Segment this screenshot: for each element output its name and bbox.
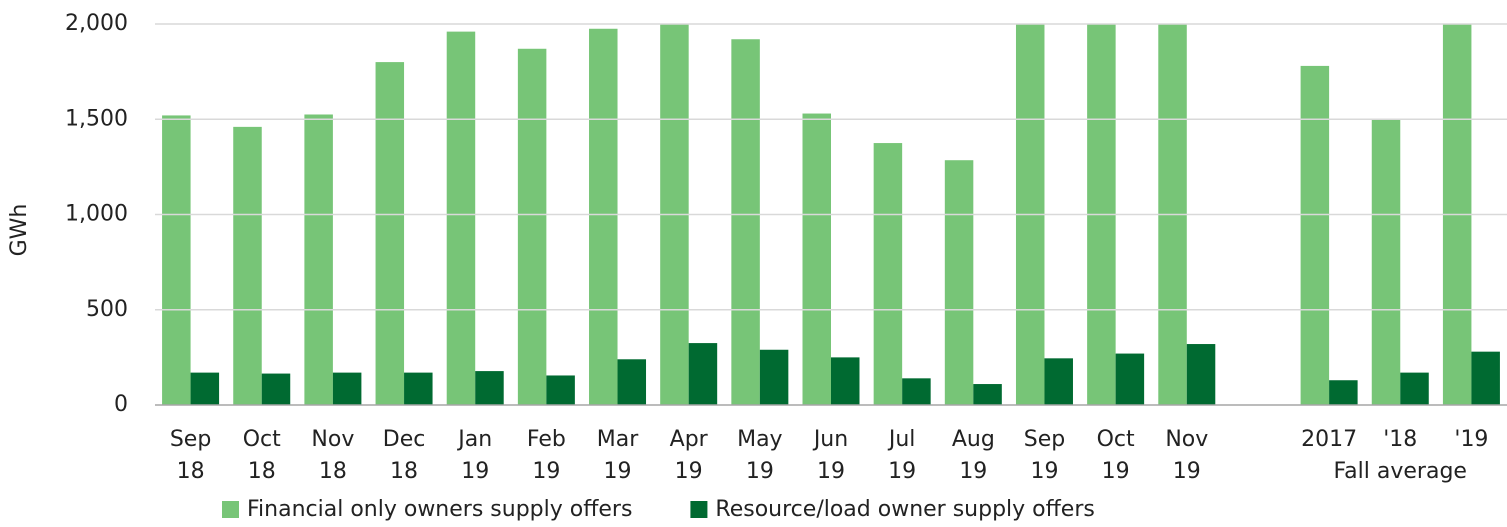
legend-swatch [222,501,239,518]
x-tick-label: Oct [243,427,281,452]
x-tick-label: Jan [456,427,492,452]
x-tick-label: 19 [604,459,632,484]
bar [446,31,476,406]
legend-swatch [690,501,708,518]
x-tick-label: Jun [812,427,848,452]
y-axis-label: GWh [7,204,32,257]
y-tick-label: 2,000 [65,11,128,36]
x-tick-label: 19 [817,459,845,484]
bar [1329,380,1358,405]
bar [831,357,860,405]
x-tick-label: 19 [888,459,916,484]
x-tick-label: 19 [959,459,987,484]
bar [1400,372,1429,405]
x-tick-label: 19 [461,459,489,484]
bar [1186,344,1216,405]
bar [731,39,760,406]
x-tick-label: 19 [1102,459,1130,484]
x-tick-label: 2017 [1301,427,1357,452]
x-tick-label: Feb [527,427,566,452]
bar [589,28,618,405]
bar [1471,351,1500,405]
x-tick-label: May [737,427,782,452]
y-tick-label: 1,500 [65,106,128,131]
bar [404,372,433,405]
x-tick-label: 18 [248,459,276,484]
x-tick-label: Sep [170,427,211,452]
x-tick-label: Apr [670,427,709,452]
bar [973,384,1002,405]
x-tick-label: Nov [311,427,354,452]
x-tick-label: 19 [532,459,560,484]
y-tick-label: 1,000 [65,202,128,227]
bar [759,349,789,405]
bar [688,343,718,405]
bar [332,372,362,405]
x-tick-label: Mar [597,427,639,452]
group-label: Fall average [1334,459,1467,484]
x-tick-label: 19 [1030,459,1058,484]
bar [802,113,831,405]
x-tick-label: Jul [887,427,916,452]
bar [873,143,903,405]
x-tick-label: Aug [952,427,995,452]
x-tick-label: Sep [1024,427,1065,452]
y-tick-label: 500 [86,297,128,322]
bar [1371,119,1401,405]
bar [617,359,647,405]
bar [546,375,575,405]
bar [162,115,191,405]
bar [944,160,974,405]
bar [902,378,931,405]
x-tick-label: 19 [1173,459,1201,484]
x-tick-label: 18 [390,459,418,484]
bar [475,371,504,405]
legend-label: Resource/load owner supply offers [715,497,1094,522]
x-tick-label: Oct [1097,427,1135,452]
x-tick-label: Dec [383,427,426,452]
x-tick-label: '19 [1454,427,1488,452]
bar [375,62,405,405]
x-tick-label: 18 [177,459,205,484]
bar [1044,358,1073,405]
x-tick-label: '18 [1383,427,1417,452]
x-tick-label: Nov [1165,427,1208,452]
x-tick-label: 19 [675,459,703,484]
legend-label: Financial only owners supply offers [247,497,632,522]
x-tick-label: 19 [746,459,774,484]
bar [261,373,291,405]
bar [233,126,262,406]
y-tick-label: 0 [114,392,128,417]
bar [190,372,220,405]
bar [517,48,547,405]
bar [1300,65,1330,405]
bar [304,114,333,406]
x-tick-label: 18 [319,459,347,484]
bar [1115,353,1145,405]
